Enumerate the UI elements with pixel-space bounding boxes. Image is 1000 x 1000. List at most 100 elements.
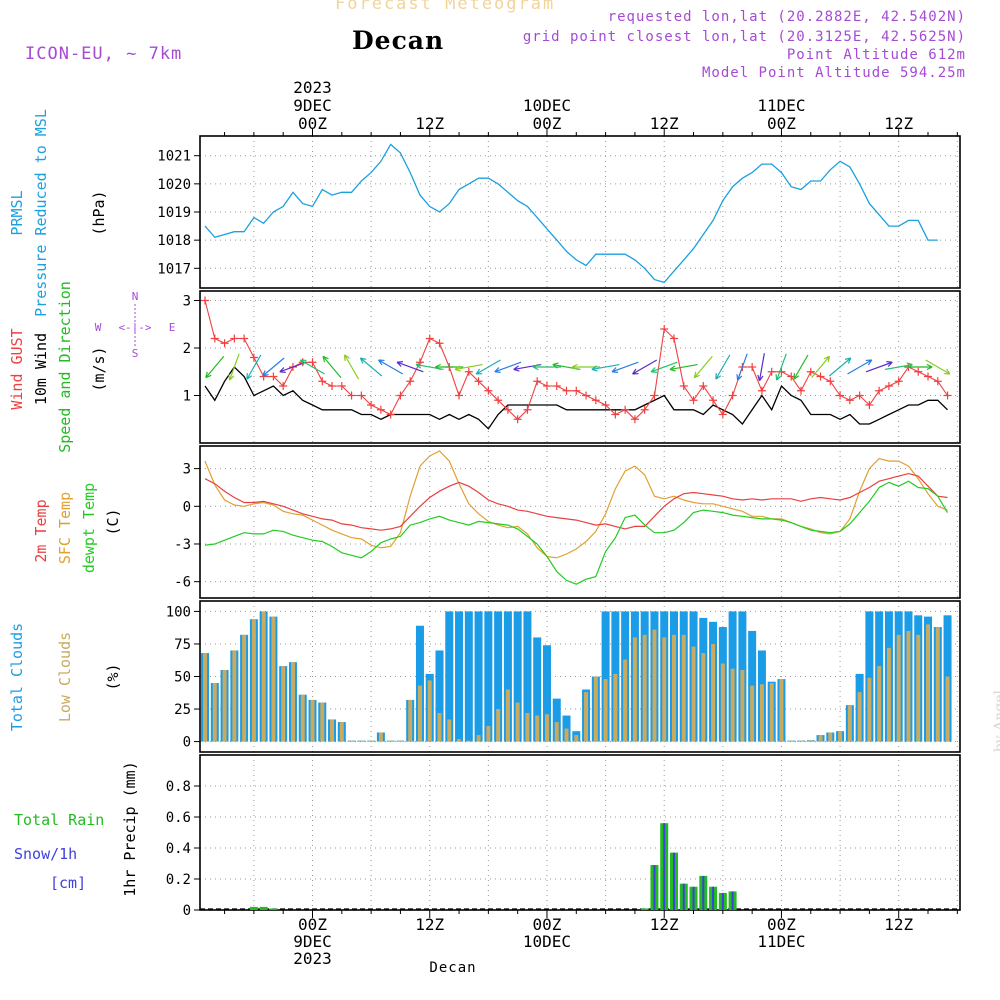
y-tick-label: 0.6 (166, 810, 191, 826)
wind-direction-arrow (828, 357, 852, 377)
gust-marker (240, 334, 249, 343)
total-cloud-bar (484, 611, 493, 742)
y-tick-label: 1018 (157, 233, 191, 249)
top-time-label: 00Z (298, 114, 327, 133)
y-tick-label: 0 (183, 903, 191, 919)
y-tick-label: 100 (166, 604, 191, 620)
low-clouds-label: Low Clouds (56, 632, 74, 722)
bottom-time-label: 2023 (293, 949, 332, 968)
low-cloud-bar (369, 740, 374, 742)
temperature-series (204, 450, 949, 585)
top-time-label: 12Z (884, 114, 913, 133)
low-cloud-bar (896, 634, 901, 742)
bottom-time-label: 00Z (533, 915, 562, 934)
gust-marker (582, 391, 591, 400)
gust-marker (201, 296, 210, 305)
pressure-label: Pressure Reduced to MSL (32, 109, 50, 317)
compass-e: E (169, 321, 176, 334)
low-cloud-bar (505, 689, 510, 742)
y-tick-label: 1 (183, 389, 191, 405)
top-time-label: 00Z (533, 114, 562, 133)
total-cloud-bar (474, 611, 483, 742)
compass-w: W (95, 321, 102, 334)
low-cloud-bar (818, 735, 823, 742)
low-cloud-bar (525, 712, 530, 742)
low-cloud-bar (584, 692, 589, 742)
low-cloud-bar (916, 634, 921, 742)
low-cloud-bar (271, 616, 276, 742)
gust-marker (845, 396, 854, 405)
gust-marker (806, 367, 815, 376)
snow-unit-legend: [cm] (50, 874, 86, 892)
top-time-label: 12Z (650, 114, 679, 133)
bottom-time-label: 9DEC (293, 932, 332, 951)
wind-direction-arrow (904, 363, 933, 371)
low-cloud-bar (388, 740, 393, 742)
low-cloud-bar (740, 669, 745, 742)
gust-marker (425, 334, 434, 343)
gust-marker (552, 382, 561, 390)
low-cloud-bar (349, 740, 354, 742)
total-cloud-bar (542, 645, 551, 742)
gust-marker (455, 391, 464, 400)
snow-bar (721, 892, 724, 910)
sfc-temp-label: SFC Temp (56, 492, 74, 564)
low-cloud-bar (515, 702, 520, 742)
gust-marker (836, 391, 845, 400)
gust-marker (826, 377, 835, 386)
rain-bar (640, 908, 649, 910)
low-cloud-bar (642, 634, 647, 742)
gust-marker (943, 391, 952, 400)
wind-direction-arrow (396, 361, 424, 373)
low-cloud-bar (847, 705, 852, 742)
gust-marker (621, 405, 630, 414)
wind-direction-arrow (591, 363, 620, 372)
gust-marker (884, 382, 893, 390)
rain-bar (269, 908, 278, 910)
low-cloud-bar (476, 735, 481, 742)
wind-direction-arrow (262, 357, 285, 377)
footer-station: Decan (429, 960, 476, 976)
pressure-unit: (hPa) (90, 190, 108, 235)
gust-marker (767, 367, 776, 376)
gust-marker (669, 334, 678, 343)
wind-direction-arrow (378, 359, 404, 375)
wind-direction-arrow (359, 357, 383, 377)
low-cloud-bar (203, 653, 208, 742)
top-time-label: 11DEC (757, 96, 805, 115)
low-cloud-bar (290, 662, 295, 742)
gust-marker (650, 391, 659, 400)
snow-bar (653, 865, 656, 910)
wind-direction-arrow (736, 353, 748, 381)
low-cloud-bar (408, 699, 413, 742)
wind-direction-arrow (343, 354, 360, 380)
panel-frame (199, 290, 961, 444)
low-cloud-bar (486, 725, 491, 742)
low-cloud-bar (564, 728, 569, 742)
y-tick-label: 0.2 (166, 872, 191, 888)
low-cloud-bar (720, 663, 725, 742)
low-cloud-bar (779, 679, 784, 742)
y-tick-label: -6 (174, 575, 191, 591)
gust-marker (914, 367, 923, 376)
gust-marker (464, 367, 473, 376)
low-cloud-bar (554, 722, 559, 742)
total-cloud-bar (455, 611, 464, 742)
pressure-label: PRMSL (8, 190, 26, 235)
gust-marker (269, 372, 278, 381)
gust-marker (386, 410, 395, 419)
gust-marker (513, 415, 522, 424)
requested-coordinates: requested lon,lat (20.2882E, 42.5402N) (607, 9, 966, 25)
total-cloud-bar (865, 611, 874, 742)
wind-direction-arrow (299, 359, 325, 375)
snow-bar (663, 823, 666, 910)
wind-direction-arrow (650, 361, 678, 373)
compass-n: N (132, 290, 139, 303)
gust-marker (230, 334, 239, 343)
low-cloud-bar (769, 683, 774, 742)
low-cloud-bar (378, 732, 383, 742)
gust-marker (630, 415, 639, 424)
low-cloud-bar (701, 653, 706, 742)
wind-direction-arrow (494, 361, 522, 373)
top-time-label: 12Z (415, 114, 444, 133)
